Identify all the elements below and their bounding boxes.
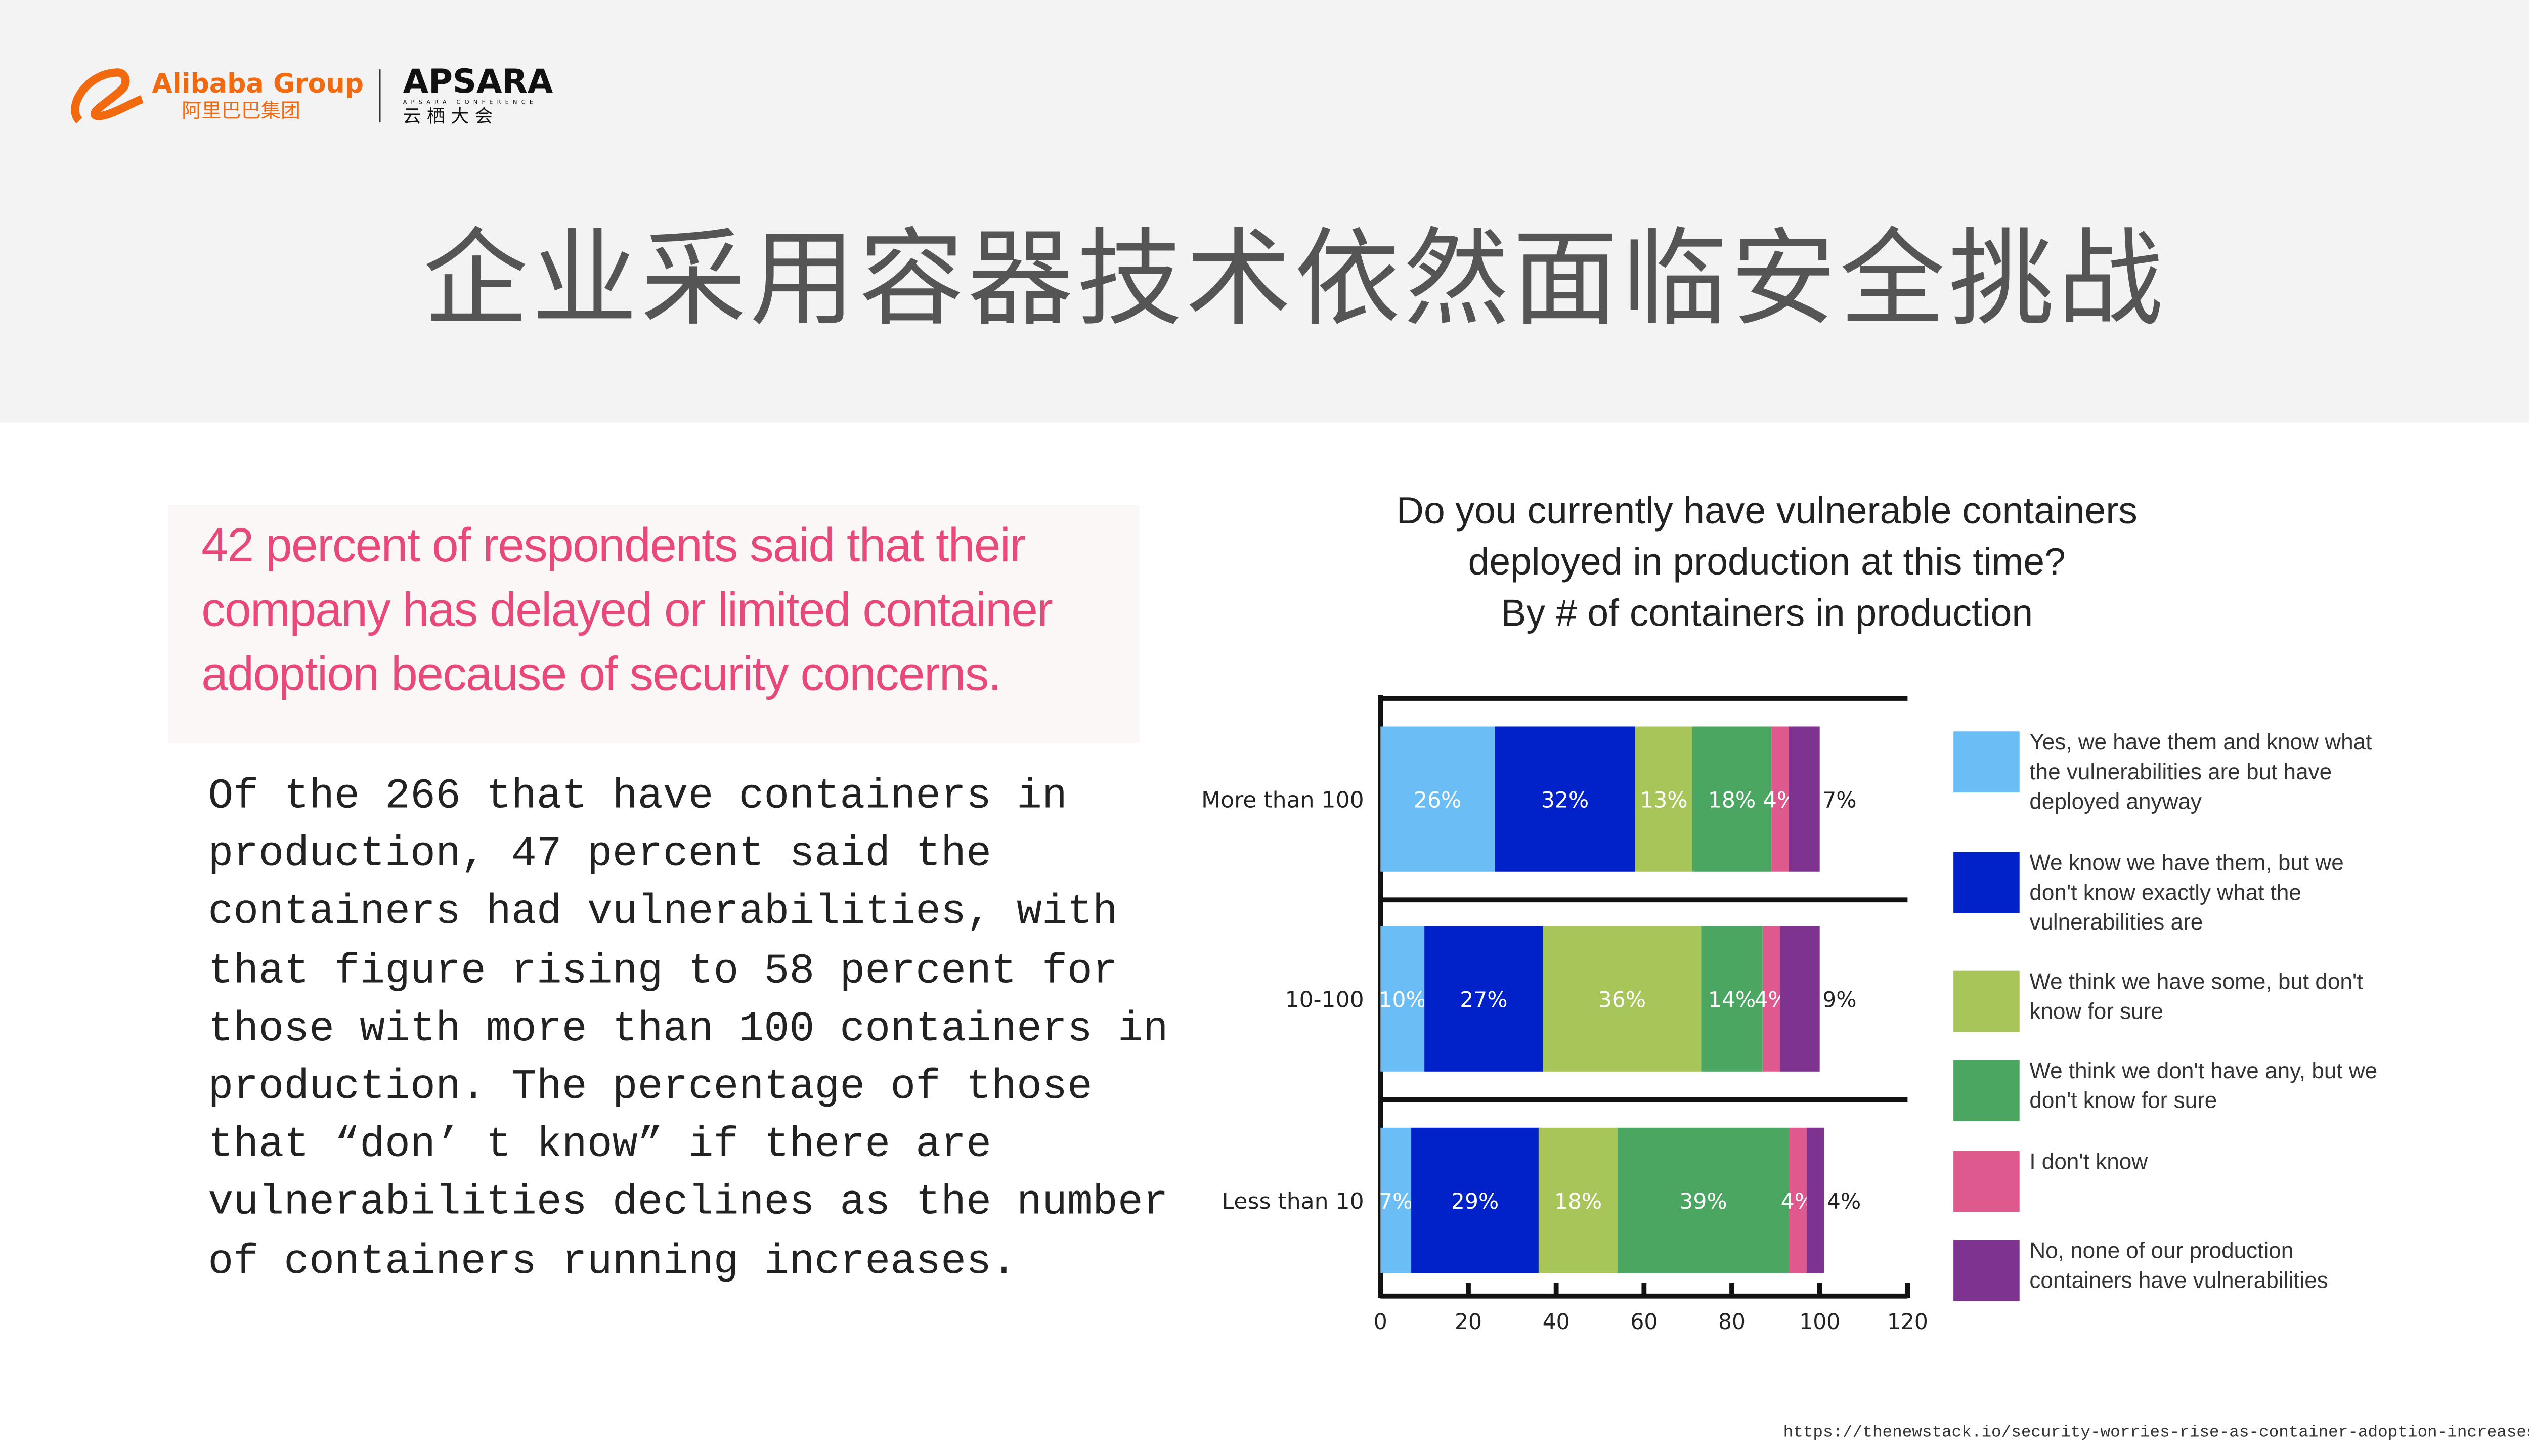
legend-label: We know we have them, but we don't know … (2029, 850, 2344, 935)
data-label: 7% (1822, 788, 1856, 813)
x-tick-label: 100 (1799, 1310, 1840, 1335)
bar-segment (1789, 1127, 1807, 1273)
logos: Alibaba Group 阿里巴巴集团 APSARA APSARA CONFE… (71, 66, 553, 127)
data-label: 26% (1414, 788, 1461, 813)
chart-title-line: By # of containers in production (1501, 591, 2033, 634)
bar-segment (1789, 726, 1820, 872)
bar-segment (1380, 926, 1425, 1072)
x-tick-label: 40 (1543, 1310, 1570, 1335)
data-label: 9% (1822, 988, 1856, 1012)
body-line: that figure rising to 58 percent for (208, 947, 1118, 995)
header-band (0, 0, 2529, 423)
alibaba-logo-icon (71, 68, 144, 124)
legend-swatch (1953, 1060, 2020, 1121)
apsara-logo-text: APSARA (403, 66, 553, 101)
data-label: 32% (1541, 788, 1589, 813)
x-tick-label: 80 (1718, 1310, 1746, 1335)
apsara-logo-sub: APSARA CONFERENCE (403, 99, 538, 106)
bar-segment (1692, 726, 1772, 872)
x-tick-label: 120 (1887, 1310, 1928, 1335)
bar-segment (1543, 926, 1702, 1072)
bar-segment (1424, 926, 1543, 1072)
page-title: 企业采用容器技术依然面临安全挑战 (422, 219, 2167, 342)
data-label: 29% (1451, 1189, 1499, 1214)
body-line: containers had vulnerabilities, with (208, 889, 1118, 937)
legend-label: We think we don't have any, but we don't… (2029, 1058, 2378, 1113)
legend-swatch (1953, 852, 2020, 913)
x-tick-label: 20 (1455, 1310, 1482, 1335)
category-label: Less than 10 (1222, 1188, 1364, 1214)
data-label: 18% (1708, 788, 1756, 813)
legend-label: No, none of our production containers ha… (2029, 1238, 2328, 1293)
bar-segment (1701, 926, 1763, 1072)
bar-segment (1411, 1127, 1539, 1273)
alibaba-logo-cn: 阿里巴巴集团 (182, 100, 300, 122)
data-label: 10% (1379, 988, 1426, 1012)
body-line: production. The percentage of those (208, 1063, 1093, 1112)
legend-label: I don't know (2029, 1149, 2148, 1174)
chart-title-line: Do you currently have vulnerable contain… (1396, 489, 2138, 532)
body-text: Of the 266 that have containers in produc… (208, 768, 1168, 1291)
body-line: vulnerabilities declines as the number (208, 1179, 1168, 1228)
data-label: 4% (1827, 1189, 1861, 1214)
bar-segment (1618, 1127, 1789, 1273)
highlight-box (168, 505, 1140, 743)
chart-title-line: deployed in production at this time? (1468, 540, 2066, 583)
bar-segment (1771, 726, 1789, 872)
data-label: 18% (1554, 1189, 1602, 1214)
legend-label: We think we have some, but don't know fo… (2029, 969, 2363, 1024)
bar-segment (1635, 726, 1692, 872)
legend-label: Yes, we have them and know what the vuln… (2029, 729, 2372, 814)
bar-segment (1762, 926, 1780, 1072)
data-label: 14% (1708, 988, 1756, 1012)
data-label: 39% (1679, 1189, 1727, 1214)
x-tick-label: 60 (1630, 1310, 1658, 1335)
bar-segment (1380, 726, 1495, 872)
alibaba-logo-text: Alibaba Group (152, 69, 364, 99)
apsara-logo-cn: 云 栖 大 会 (403, 106, 493, 127)
bar-segment (1806, 1127, 1824, 1273)
data-label: 7% (1379, 1189, 1413, 1214)
body-line: Of the 266 that have containers in (208, 772, 1067, 821)
legend-swatch (1953, 1240, 2020, 1301)
body-line: of containers running increases. (208, 1238, 1017, 1286)
bar-segment (1495, 726, 1635, 872)
category-label: More than 100 (1201, 787, 1364, 813)
chart-title: Do you currently have vulnerable contain… (1255, 486, 2279, 639)
source-url: https://thenewstack.io/security-worries-… (1783, 1425, 2529, 1443)
legend-swatch (1953, 1151, 2020, 1212)
data-label: 27% (1460, 988, 1507, 1012)
bar-segment (1780, 926, 1820, 1072)
body-line: that “don’ t know” if there are (208, 1121, 992, 1170)
category-label: 10-100 (1285, 987, 1364, 1012)
bar-segment (1380, 1127, 1412, 1273)
legend-swatch (1953, 970, 2020, 1032)
x-tick-label: 0 (1374, 1310, 1387, 1335)
body-line: production, 47 percent said the (208, 830, 992, 879)
bar-segment (1538, 1127, 1618, 1273)
highlight-text: 42 percent of respondents said that thei… (201, 520, 1053, 702)
data-label: 13% (1640, 788, 1687, 813)
data-label: 36% (1598, 988, 1646, 1012)
body-line: those with more than 100 containers in (208, 1005, 1168, 1053)
legend-swatch (1953, 731, 2020, 793)
